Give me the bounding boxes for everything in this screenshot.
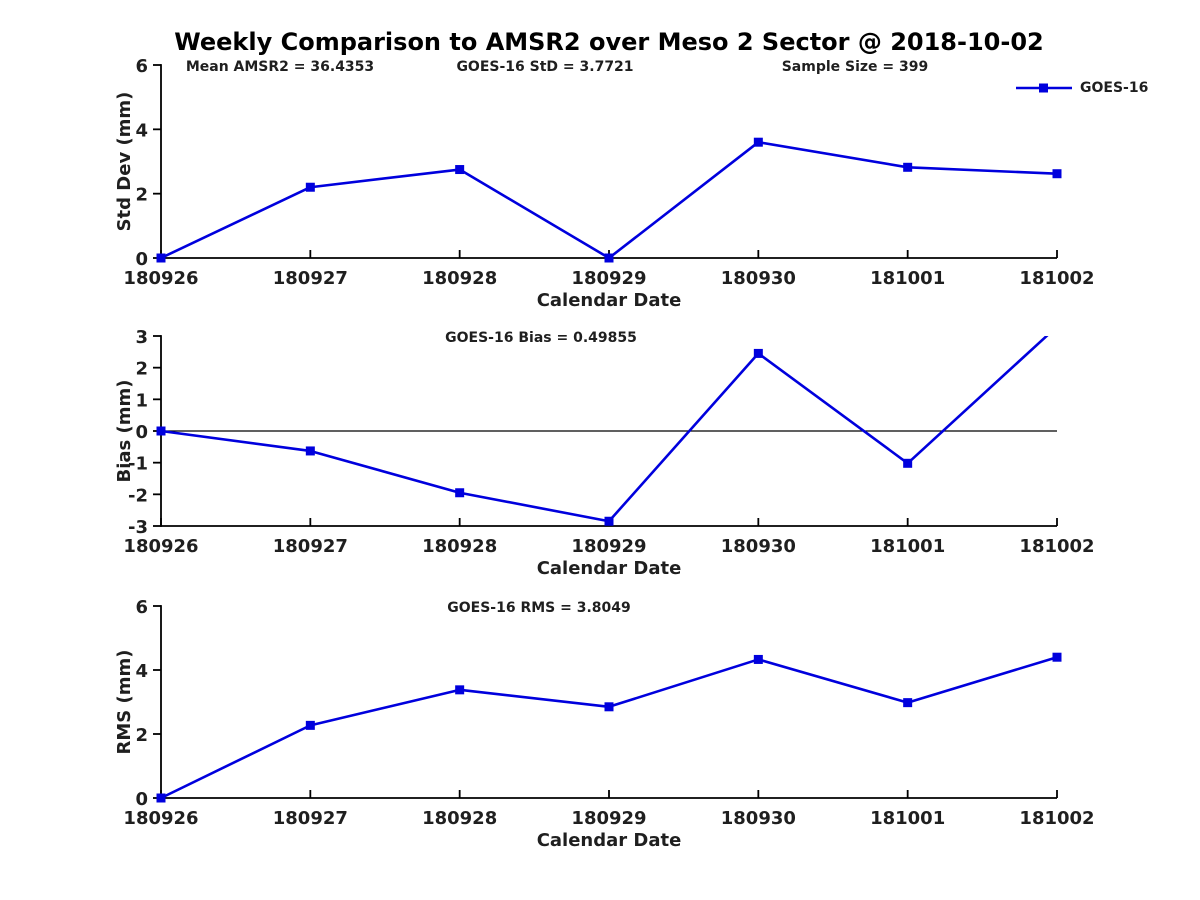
legend-label: GOES-16 [1080,80,1149,96]
data-point-marker [604,702,614,712]
x-tick-label: 180930 [721,808,796,829]
x-tick-label: 181002 [1019,808,1094,829]
y-tick-label: 3 [135,327,148,348]
x-tick-label: 181001 [870,808,945,829]
chart-2: 0 2 4 6 180926 180927 180928 180929 180930 181001… [114,597,1095,851]
figure-title: Weekly Comparison to AMSR2 over Meso 2 S… [174,28,1044,56]
annotation: GOES-16 RMS = 3.8049 [447,600,631,616]
data-point-marker [903,162,913,172]
y-tick-label: 6 [135,56,148,77]
annotation: Mean AMSR2 = 36.4353 [186,59,374,75]
x-axis-title: Calendar Date [537,290,682,311]
x-axis-title: Calendar Date [537,558,682,579]
data-point-marker [305,720,315,730]
y-tick-label: 0 [135,249,148,270]
y-tick-label: 6 [135,597,148,618]
x-tick-label: 180928 [422,808,497,829]
data-point-marker [156,793,166,803]
data-point-marker [156,253,166,263]
legend-line-marker-icon [1016,83,1072,93]
x-tick-label: 180928 [422,268,497,289]
x-tick-label: 180929 [571,808,646,829]
data-point-marker [604,253,614,263]
series-line [160,655,1058,800]
annotation: GOES-16 Bias = 0.49855 [445,330,637,346]
series-line [160,336,1049,523]
x-tick-label: 180928 [422,536,497,557]
chart-0: 0 2 4 6 180926 180927 180928 180929 180930 181001… [114,56,1095,311]
data-point-marker [455,685,465,695]
data-point-marker [1052,169,1062,179]
data-point-marker [305,182,315,192]
x-tick-label: 180930 [721,268,796,289]
data-point-marker [455,165,465,175]
data-point-marker [753,348,763,358]
data-point-marker [903,458,913,468]
y-tick-label: -1 [128,454,148,475]
x-tick-label: 180927 [273,536,348,557]
x-tick-label: 180930 [721,536,796,557]
data-point-marker [604,516,614,526]
y-tick-label: 1 [135,390,148,411]
data-point-marker [1052,652,1062,662]
data-point-marker [156,426,166,436]
y-tick-label: 2 [135,725,148,746]
y-axis-title: RMS (mm) [114,650,135,755]
y-tick-label: 2 [135,185,148,206]
data-point-marker [305,446,315,456]
annotation: Sample Size = 399 [782,59,929,75]
data-point-marker [753,137,763,147]
annotation: GOES-16 StD = 3.7721 [456,59,633,75]
x-tick-label: 180926 [123,808,198,829]
x-tick-label: 180927 [273,808,348,829]
series-line [160,140,1058,260]
legend: GOES-16 [1016,80,1148,96]
data-point-marker [455,488,465,498]
x-tick-label: 180926 [123,268,198,289]
x-tick-label: 181002 [1019,268,1094,289]
x-axis-title: Calendar Date [537,830,682,851]
x-tick-label: 181002 [1019,536,1094,557]
x-tick-label: 180929 [571,536,646,557]
y-tick-label: 4 [135,120,148,141]
y-tick-label: -3 [128,517,148,538]
data-point-marker [753,654,763,664]
x-tick-label: 181001 [870,536,945,557]
y-tick-label: 2 [135,359,148,380]
y-axis-title: Bias (mm) [114,380,135,483]
y-axis-title: Std Dev (mm) [114,92,135,232]
y-tick-label: 4 [135,661,148,682]
y-tick-label: 0 [135,422,148,443]
x-tick-label: 180927 [273,268,348,289]
chart-1: -3 -2 -1 0 1 2 3 180926 180927 180928 180929 180930… [114,327,1095,579]
data-point-marker [903,698,913,708]
y-tick-label: -2 [128,485,148,506]
y-tick-label: 0 [135,789,148,810]
x-tick-label: 180926 [123,536,198,557]
x-tick-label: 181001 [870,268,945,289]
x-tick-label: 180929 [571,268,646,289]
